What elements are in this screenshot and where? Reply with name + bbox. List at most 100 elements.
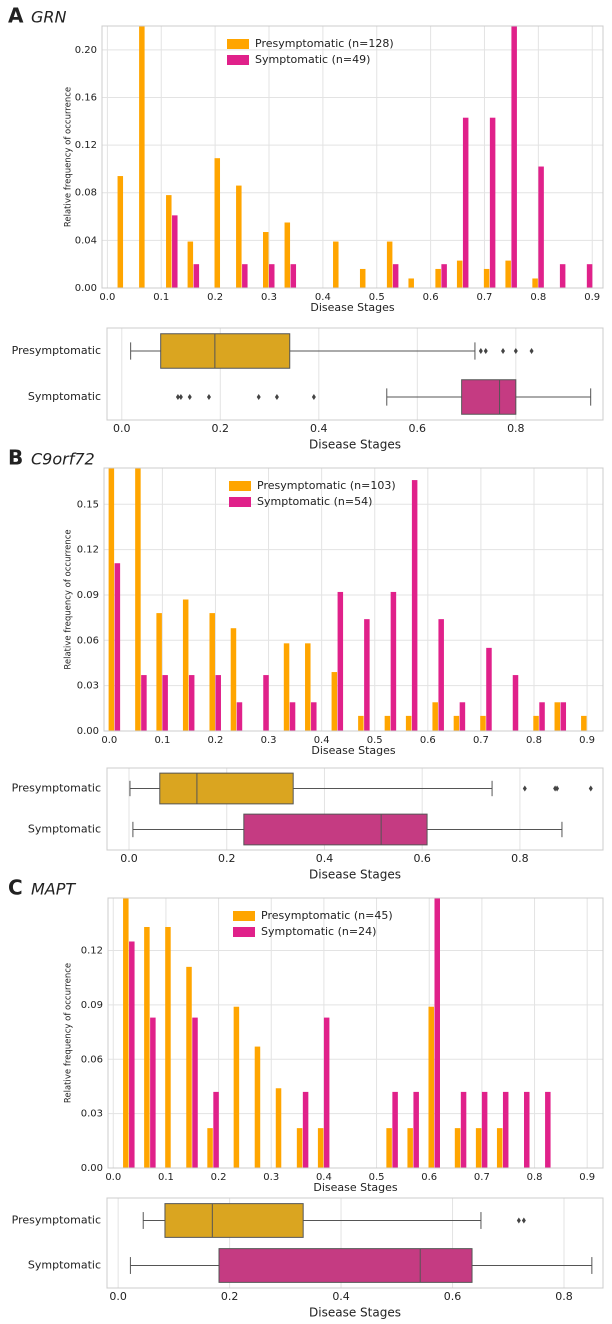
- panel-title: MAPT: [31, 880, 76, 899]
- bar: [117, 176, 124, 288]
- bar: [533, 715, 539, 731]
- y-tick-label: 0.00: [81, 1163, 103, 1174]
- y-tick-label: 0.09: [77, 590, 99, 601]
- outlier: [555, 785, 560, 792]
- x-tick-label: 0.2: [221, 1290, 239, 1303]
- bar: [182, 599, 189, 731]
- x-axis-label: Disease Stages: [310, 301, 395, 314]
- category-label: Presymptomatic: [12, 344, 101, 357]
- category-label: Symptomatic: [28, 1259, 101, 1272]
- bar: [386, 241, 393, 288]
- box: [164, 1203, 304, 1238]
- x-tick-label: 0.7: [473, 735, 489, 746]
- bars: [117, 26, 593, 288]
- category-label: Symptomatic: [28, 823, 101, 836]
- bar: [460, 1091, 467, 1168]
- outlier: [274, 394, 279, 400]
- x-axis-label: Disease Stages: [309, 868, 401, 882]
- legend-label: Symptomatic (n=24): [261, 925, 376, 938]
- legend-label: Presymptomatic (n=128): [255, 37, 394, 50]
- bar: [359, 268, 366, 288]
- outlier: [187, 394, 192, 400]
- bar: [166, 195, 172, 288]
- bar: [283, 643, 290, 731]
- bar: [108, 468, 115, 731]
- outlier: [521, 1217, 526, 1224]
- bar: [392, 264, 399, 288]
- bar: [213, 1091, 219, 1168]
- x-tick-label: 0.2: [208, 735, 224, 746]
- bar: [454, 1128, 461, 1168]
- panel-title: C9orf72: [31, 450, 95, 469]
- x-tick-label: 0.8: [555, 1290, 573, 1303]
- x-tick-label: 0.0: [105, 1172, 121, 1183]
- bars: [123, 898, 551, 1168]
- panel-title: GRN: [31, 8, 67, 27]
- x-tick-label: 0.1: [154, 735, 170, 746]
- x-tick-label: 0.4: [315, 292, 331, 303]
- bar: [289, 702, 296, 731]
- outlier: [529, 348, 534, 354]
- bar: [114, 563, 121, 731]
- bar: [236, 702, 243, 731]
- bar: [337, 591, 344, 731]
- x-tick-label: 0.4: [310, 422, 328, 435]
- bar: [323, 1017, 330, 1168]
- x-axis-label: Disease Stages: [313, 1181, 398, 1194]
- x-tick-label: 0.6: [409, 422, 427, 435]
- outlier: [256, 394, 261, 400]
- bar: [284, 222, 291, 288]
- bar: [263, 232, 269, 288]
- x-tick-label: 0.6: [444, 1290, 462, 1303]
- bar: [165, 926, 171, 1168]
- bar: [581, 715, 587, 731]
- outlier: [501, 348, 506, 354]
- bar: [236, 185, 242, 288]
- bar: [296, 1128, 303, 1168]
- box: [160, 333, 291, 369]
- y-tick-label: 0.15: [77, 499, 99, 510]
- x-tick-label: 0.6: [420, 735, 436, 746]
- x-tick-label: 0.4: [316, 1172, 332, 1183]
- y-tick-label: 0.12: [77, 545, 99, 556]
- x-tick-label: 0.8: [530, 292, 546, 303]
- x-tick-label: 0.9: [579, 735, 595, 746]
- outlier: [483, 348, 488, 354]
- x-tick-label: 0.0: [101, 735, 117, 746]
- bar: [144, 926, 150, 1168]
- bar: [358, 715, 364, 731]
- y-tick-label: 0.03: [77, 681, 99, 692]
- y-axis-label: Relative frequency of occurrence: [64, 529, 74, 669]
- bar: [209, 613, 215, 731]
- bar: [364, 619, 370, 731]
- bar: [496, 1128, 503, 1168]
- legend-swatch: [227, 55, 249, 65]
- x-tick-label: 0.2: [218, 852, 236, 865]
- bar: [150, 1017, 156, 1168]
- bar: [538, 166, 544, 288]
- y-tick-label: 0.09: [81, 1000, 103, 1011]
- bar: [413, 1091, 419, 1168]
- bar: [135, 468, 141, 731]
- legend-swatch: [229, 481, 251, 491]
- outlier: [588, 785, 593, 792]
- bar: [511, 26, 517, 288]
- x-tick-label: 0.7: [474, 1172, 490, 1183]
- bar: [275, 1088, 282, 1168]
- bar: [560, 702, 567, 731]
- bar: [207, 1128, 213, 1168]
- x-axis-label: Disease Stages: [309, 1306, 401, 1320]
- x-tick-label: 0.0: [113, 422, 131, 435]
- x-tick-label: 0.9: [579, 1172, 595, 1183]
- bar: [386, 1128, 392, 1168]
- bar: [405, 715, 412, 731]
- y-tick-label: 0.00: [77, 726, 99, 737]
- x-tick-label: 0.4: [314, 735, 330, 746]
- axes-frame: [103, 467, 604, 732]
- category-label: Symptomatic: [28, 390, 101, 403]
- y-tick-label: 0.08: [75, 188, 97, 199]
- bar: [486, 647, 492, 731]
- bar: [407, 1128, 413, 1168]
- bar: [172, 215, 178, 288]
- bar: [524, 1091, 530, 1168]
